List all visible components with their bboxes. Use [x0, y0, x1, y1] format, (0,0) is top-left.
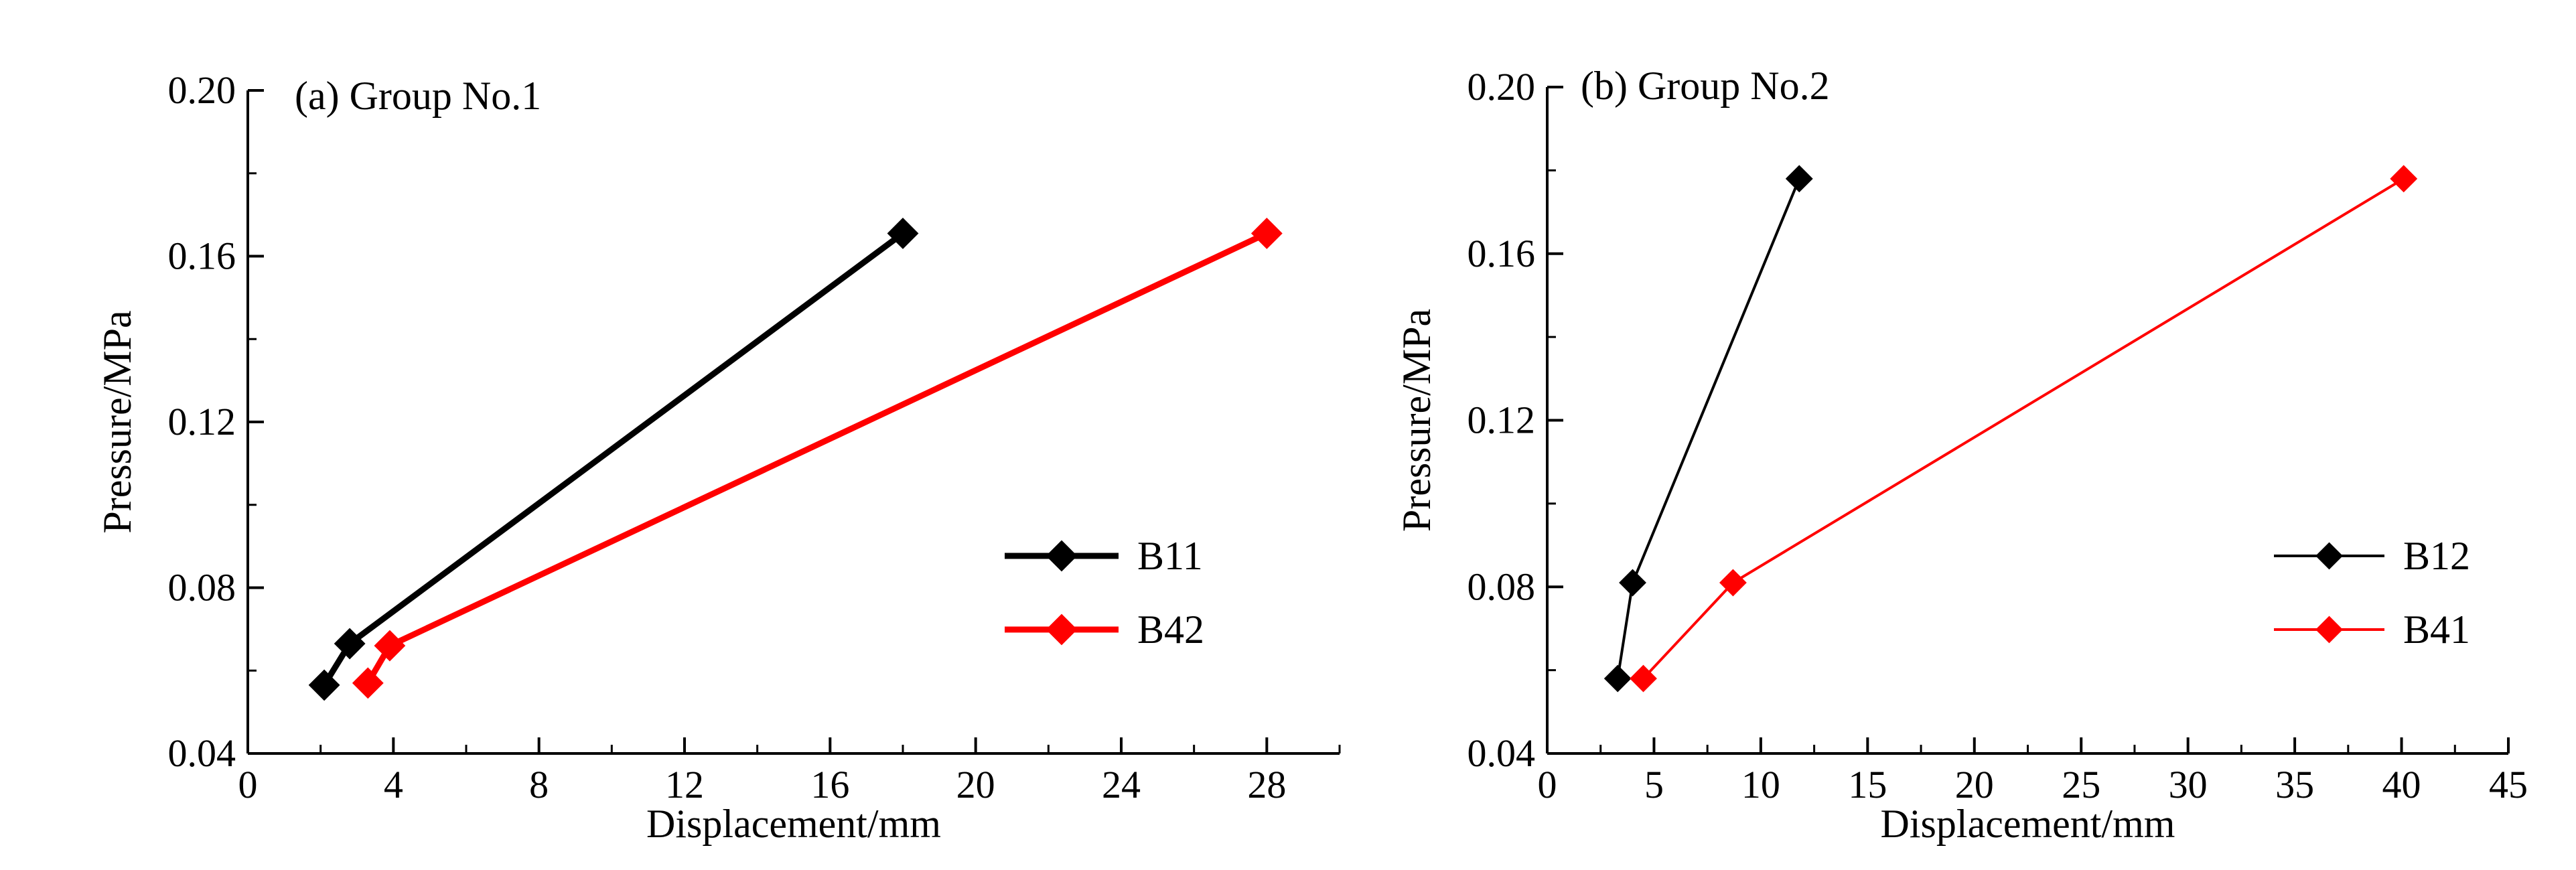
x-tick-label: 0 [238, 763, 258, 806]
y-tick-label: 0.08 [168, 566, 236, 609]
y-tick-label: 0.12 [1468, 398, 1536, 442]
series-B41 [1630, 165, 2418, 693]
series-B11 [308, 218, 919, 701]
series-B12 [1603, 165, 1813, 693]
legend-entry-B42: B42 [1005, 607, 1204, 652]
series-line-B11 [321, 230, 905, 687]
x-tick-label: 30 [2169, 763, 2208, 806]
data-point-B42 [1250, 218, 1283, 249]
x-tick-label: 12 [665, 763, 704, 806]
legend-marker-B12 [2315, 542, 2343, 570]
legend-entry-B12: B12 [2274, 534, 2470, 578]
x-tick-label: 8 [529, 763, 549, 806]
x-tick-label: 16 [810, 763, 849, 806]
series-line-B12 [1616, 178, 1801, 679]
panel-title: (b) Group No.2 [1581, 64, 1830, 108]
chart-panel-1: 0.04 0.08 0.12 0.16 0.20 0 4 8 12 16 20 24 28 (a) Gro… [95, 68, 1341, 846]
y-tick-label: 0.16 [168, 234, 236, 278]
y-tick-label: 0.20 [1468, 65, 1536, 108]
series-line-B41 [1642, 177, 2405, 680]
x-tick-label: 10 [1741, 763, 1780, 806]
y-tick-label: 0.20 [168, 68, 236, 112]
legend-label-B12: B12 [2403, 534, 2470, 578]
x-tick-label: 15 [1848, 763, 1887, 806]
legend-label-B11: B11 [1137, 534, 1203, 578]
x-tick-label: 35 [2275, 763, 2314, 806]
data-point-B11 [887, 218, 919, 249]
x-tick-label: 28 [1247, 763, 1286, 806]
y-axis-label: Pressure/MPa [95, 310, 139, 533]
data-point-B12 [1603, 664, 1632, 693]
x-tick-label: 45 [2489, 763, 2528, 806]
series-B42 [352, 218, 1283, 699]
x-tick-label: 20 [1955, 763, 1994, 806]
legend-marker-B42 [1046, 613, 1078, 646]
data-point-B42 [352, 667, 384, 699]
data-point-B42 [374, 630, 406, 662]
y-tick-label: 0.04 [168, 731, 236, 775]
legend-label-B42: B42 [1137, 607, 1204, 652]
chart-panel-2: 0.04 0.08 0.12 0.16 0.20 0 5 10 15 20 25 30 35 40 45 (b… [1394, 64, 2528, 846]
x-axis-label: Displacement/mm [646, 802, 941, 846]
data-point-B12 [1619, 569, 1646, 597]
y-tick-label: 0.16 [1468, 232, 1536, 275]
x-tick-label: 25 [2062, 763, 2100, 806]
data-point-B41 [1719, 569, 1747, 597]
panel-title: (a) Group No.1 [295, 74, 541, 118]
legend-entry-B11: B11 [1005, 534, 1203, 578]
data-point-B41 [1630, 664, 1657, 693]
data-point-B11 [308, 669, 340, 701]
x-tick-label: 20 [956, 763, 995, 806]
series-line-B42 [365, 230, 1269, 685]
x-tick-label: 4 [384, 763, 403, 806]
data-point-B12 [1785, 165, 1813, 193]
y-tick-label: 0.08 [1468, 565, 1536, 608]
x-axis-label: Displacement/mm [1881, 802, 2175, 846]
y-axis-label: Pressure/MPa [1394, 309, 1439, 532]
legend-entry-B41: B41 [2274, 607, 2470, 652]
legend-label-B41: B41 [2403, 607, 2470, 652]
x-tick-label: 24 [1102, 763, 1141, 806]
data-point-B41 [2390, 165, 2418, 193]
x-tick-label: 0 [1538, 763, 1557, 806]
x-tick-label: 40 [2382, 763, 2421, 806]
legend-marker-B41 [2315, 615, 2343, 644]
data-point-B11 [334, 628, 366, 660]
legend-marker-B11 [1046, 540, 1078, 572]
y-tick-label: 0.04 [1468, 731, 1536, 775]
y-tick-label: 0.12 [168, 400, 236, 443]
x-tick-label: 5 [1644, 763, 1664, 806]
